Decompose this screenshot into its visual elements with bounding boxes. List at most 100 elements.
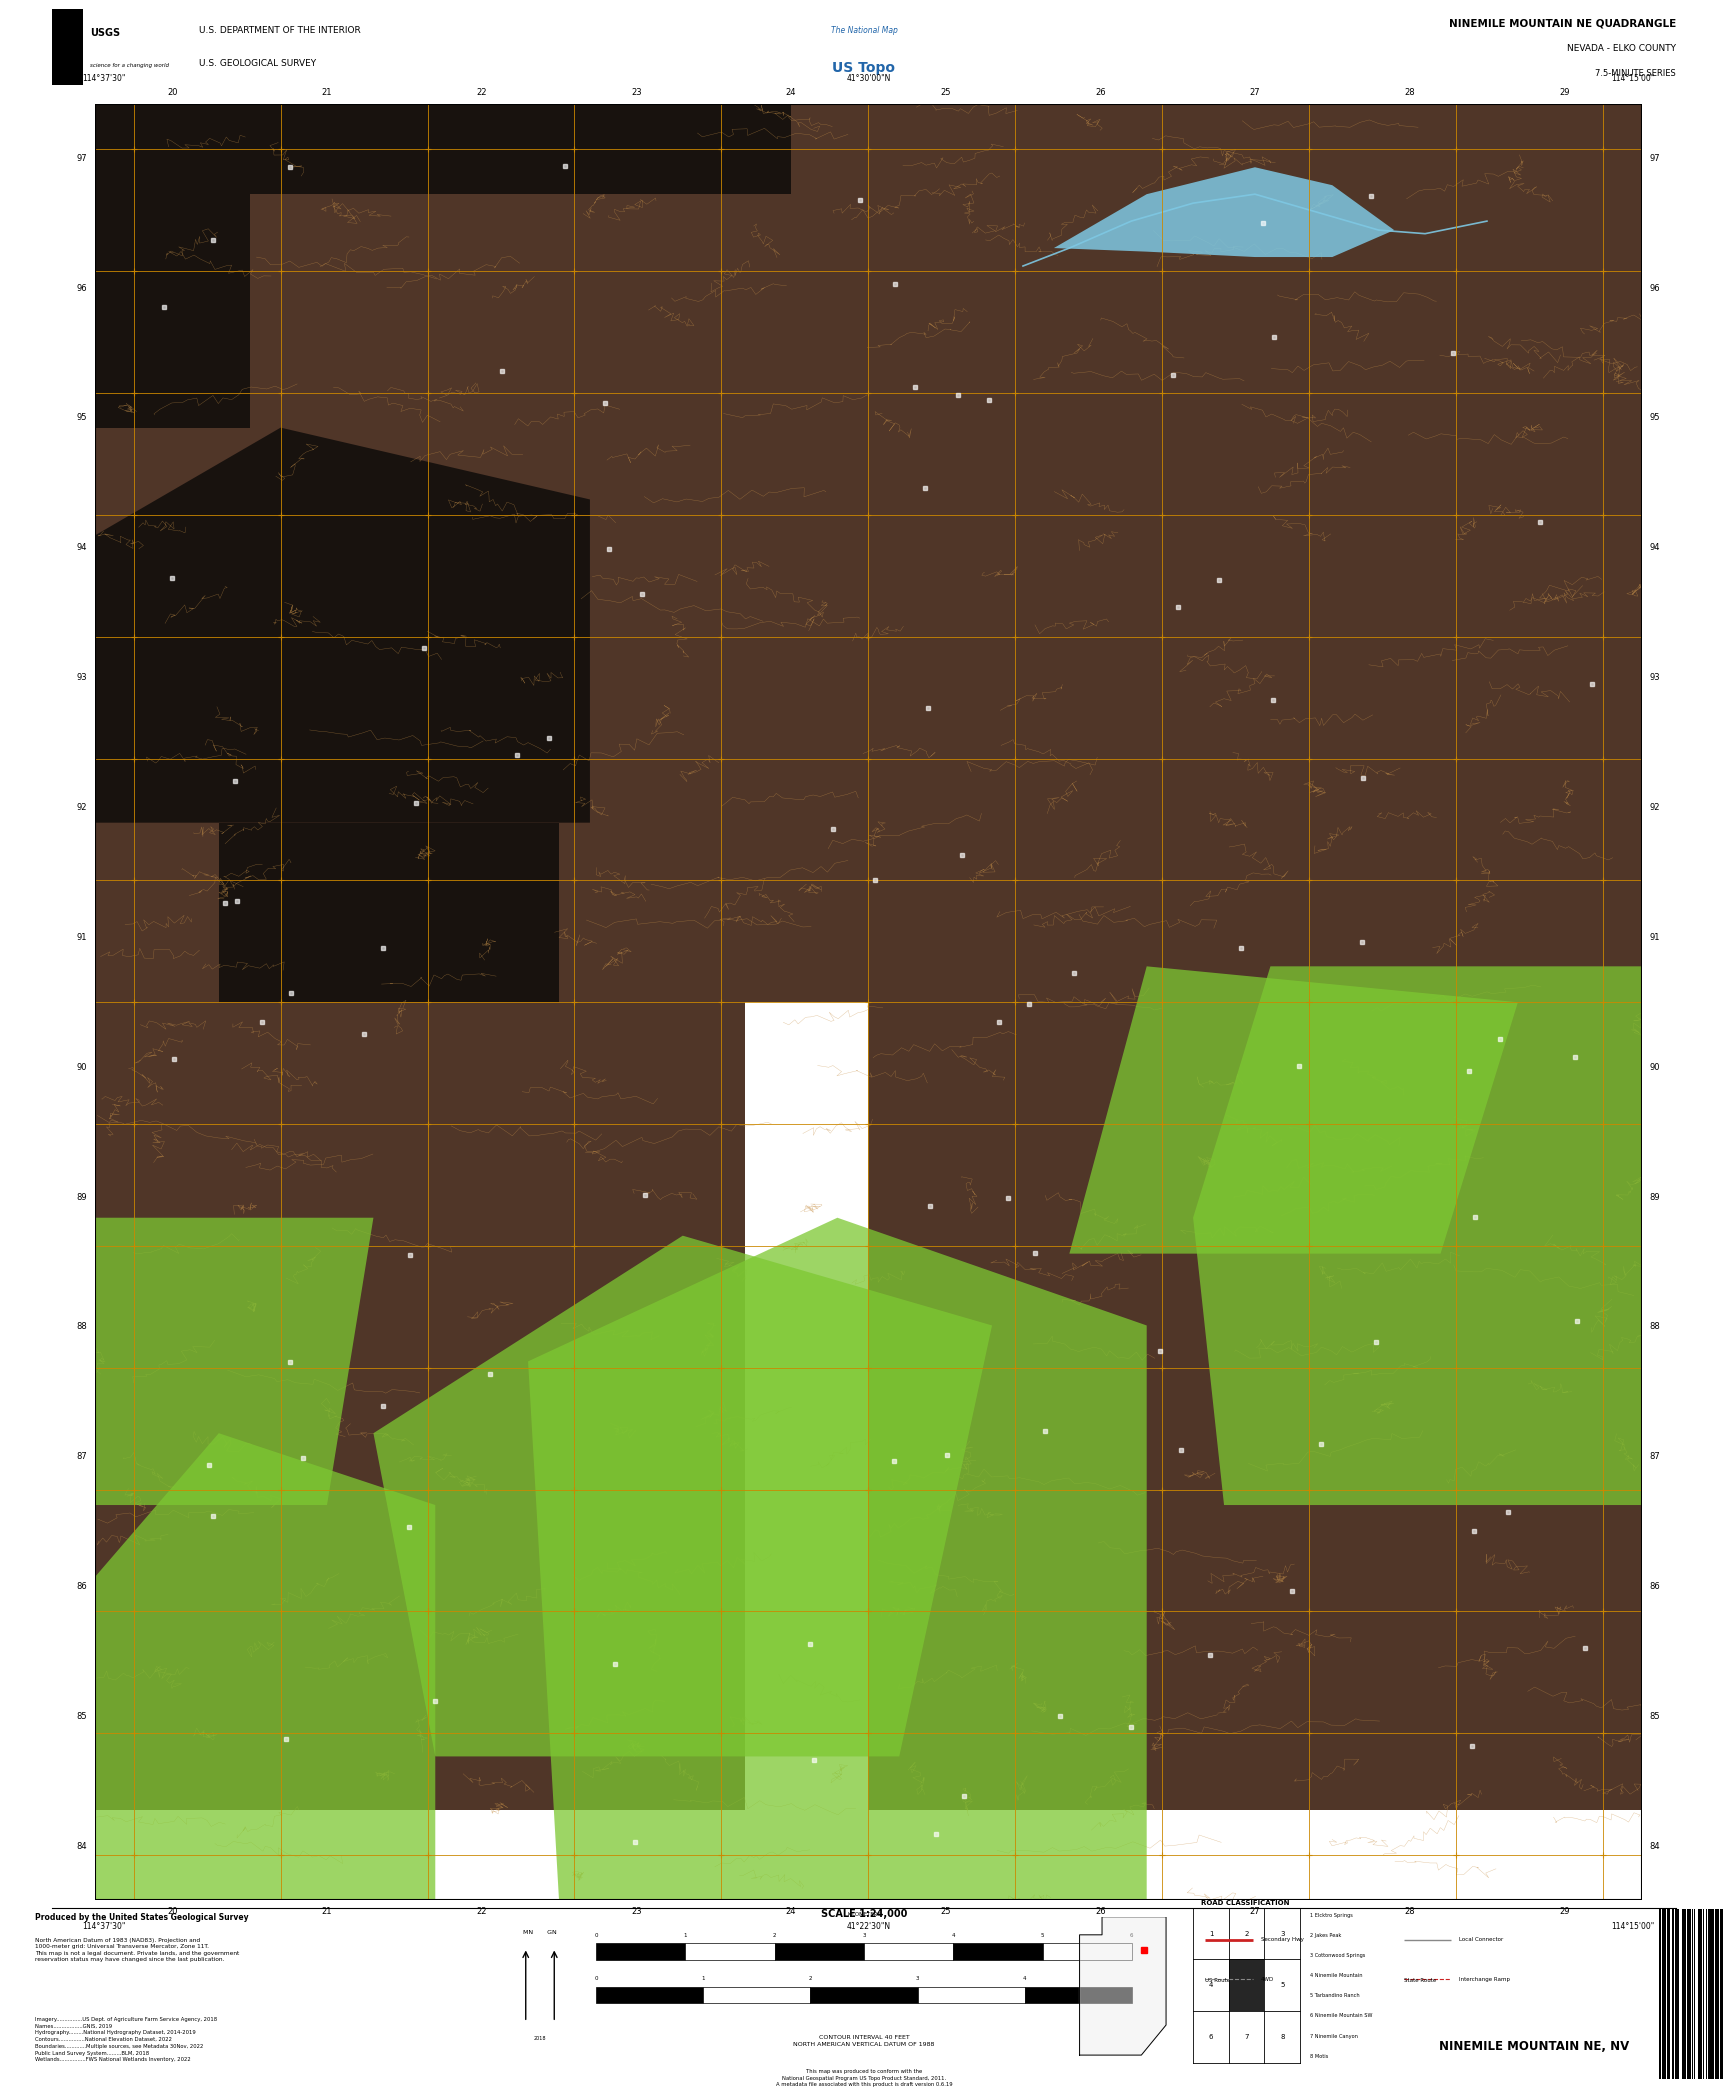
Bar (686, 1944, 774, 1961)
Polygon shape (95, 1002, 745, 1810)
Bar (1042, 1944, 1132, 1961)
Text: 87: 87 (76, 1451, 88, 1462)
Text: 114°37'30": 114°37'30" (83, 1921, 126, 1931)
Text: 88: 88 (1649, 1322, 1661, 1332)
Text: U.S. GEOLOGICAL SURVEY: U.S. GEOLOGICAL SURVEY (199, 58, 316, 69)
Text: 0: 0 (594, 1933, 598, 1938)
Text: USGS: USGS (90, 27, 119, 38)
Text: MN       GN: MN GN (524, 1929, 556, 1936)
Text: 1 Elcktro Springs: 1 Elcktro Springs (1310, 1913, 1353, 1919)
Text: 92: 92 (76, 804, 88, 812)
Bar (810, 1986, 918, 2004)
Text: 2: 2 (1244, 1931, 1249, 1938)
Text: The National Map: The National Map (831, 25, 897, 35)
Text: 92: 92 (1649, 804, 1661, 812)
Polygon shape (95, 194, 251, 428)
Bar (1687, 1908, 1692, 2080)
Bar (1229, 1959, 1265, 2011)
Text: 25: 25 (940, 88, 950, 98)
Text: State Route: State Route (1403, 1977, 1436, 1984)
Text: 85: 85 (76, 1712, 88, 1721)
Text: Produced by the United States Geological Survey: Produced by the United States Geological… (35, 1913, 249, 1923)
Bar (596, 1986, 703, 2004)
Text: This map was produced to conform with the
National Geospatial Program US Topo Pr: This map was produced to conform with th… (776, 2069, 952, 2088)
Text: 25: 25 (940, 1906, 950, 1917)
Text: 84: 84 (76, 1842, 88, 1850)
Text: North American Datum of 1983 (NAD83). Projection and
1000-meter grid: Universal : North American Datum of 1983 (NAD83). Pr… (35, 1938, 238, 1963)
Text: U.S. DEPARTMENT OF THE INTERIOR: U.S. DEPARTMENT OF THE INTERIOR (199, 25, 361, 35)
Text: 89: 89 (1649, 1192, 1661, 1201)
Bar (1711, 1908, 1714, 2080)
Text: 93: 93 (76, 672, 88, 683)
Bar (1025, 1986, 1132, 2004)
Text: 93: 93 (1649, 672, 1661, 683)
Text: 4 Ninemile Mountain: 4 Ninemile Mountain (1310, 1973, 1362, 1979)
Text: ROAD CLASSIFICATION: ROAD CLASSIFICATION (1201, 1900, 1289, 1906)
Polygon shape (95, 428, 589, 823)
Text: 91: 91 (1649, 933, 1661, 942)
Text: 4WD: 4WD (1260, 1977, 1274, 1982)
Text: Secondary Hwy: Secondary Hwy (1260, 1938, 1303, 1942)
Text: 28: 28 (1405, 88, 1415, 98)
Polygon shape (95, 1432, 435, 1900)
Text: 5 Tarbandino Ranch: 5 Tarbandino Ranch (1310, 1994, 1360, 1998)
Text: 96: 96 (1649, 284, 1661, 292)
Polygon shape (1054, 167, 1394, 257)
Bar (774, 1944, 864, 1961)
Bar (1719, 1908, 1723, 2080)
Text: 114°15'00": 114°15'00" (1610, 1921, 1654, 1931)
Text: 88: 88 (76, 1322, 88, 1332)
Text: 4: 4 (952, 1933, 956, 1938)
Text: 2 Jakes Peak: 2 Jakes Peak (1310, 1933, 1341, 1938)
Text: 21: 21 (321, 1906, 332, 1917)
Text: 1: 1 (684, 1933, 688, 1938)
Text: 6: 6 (1130, 1933, 1134, 1938)
Bar (918, 1986, 1025, 2004)
Bar (1714, 1908, 1719, 2080)
Bar (954, 1944, 1042, 1961)
Text: 3: 3 (1280, 1931, 1284, 1938)
Text: SCALE 1:24,000: SCALE 1:24,000 (821, 1908, 907, 1919)
Text: 90: 90 (76, 1063, 88, 1071)
Text: Local Connector: Local Connector (1458, 1938, 1503, 1942)
Text: 24: 24 (786, 88, 797, 98)
Text: 5: 5 (1280, 1982, 1284, 1988)
Text: 8: 8 (1280, 2034, 1284, 2040)
Bar (596, 1944, 686, 1961)
Text: 3: 3 (862, 1933, 866, 1938)
Text: 2018: 2018 (534, 2036, 546, 2040)
Polygon shape (1070, 967, 1517, 1253)
Text: 95: 95 (1649, 413, 1661, 422)
Text: 20: 20 (168, 88, 178, 98)
Text: NINEMILE MOUNTAIN NE, NV: NINEMILE MOUNTAIN NE, NV (1439, 2040, 1630, 2053)
Text: 6 Ninemile Mountain SW: 6 Ninemile Mountain SW (1310, 2013, 1372, 2019)
Text: 20: 20 (168, 1906, 178, 1917)
Text: 8 Motis: 8 Motis (1310, 2053, 1329, 2059)
Text: US Topo: US Topo (833, 61, 895, 75)
Text: 1: 1 (1210, 1931, 1213, 1938)
Text: 23: 23 (631, 1906, 641, 1917)
Text: 91: 91 (76, 933, 88, 942)
Text: 29: 29 (1559, 88, 1569, 98)
Text: science for a changing world: science for a changing world (90, 63, 169, 69)
Text: 7 Ninemile Canyon: 7 Ninemile Canyon (1310, 2034, 1358, 2038)
Text: 27: 27 (1249, 88, 1260, 98)
Bar (1662, 1908, 1666, 2080)
Text: 4: 4 (1023, 1975, 1026, 1982)
Text: 7: 7 (1244, 2034, 1249, 2040)
Text: 26: 26 (1096, 1906, 1106, 1917)
Bar (1674, 1908, 1680, 2080)
Polygon shape (95, 1217, 373, 1505)
Text: 3 Cottonwood Springs: 3 Cottonwood Springs (1310, 1954, 1365, 1959)
Text: 85: 85 (1649, 1712, 1661, 1721)
Text: Imagery................US Dept. of Agriculture Farm Service Agency, 2018
Names..: Imagery................US Dept. of Agric… (35, 2017, 216, 2063)
Text: 28: 28 (1405, 1906, 1415, 1917)
Bar (1668, 1908, 1669, 2080)
Text: CONTOUR INTERVAL 40 FEET
NORTH AMERICAN VERTICAL DATUM OF 1988: CONTOUR INTERVAL 40 FEET NORTH AMERICAN … (793, 2036, 935, 2048)
Bar (703, 1986, 810, 2004)
Text: 84: 84 (1649, 1842, 1661, 1850)
Polygon shape (219, 823, 560, 1002)
Text: 95: 95 (76, 413, 88, 422)
Text: 27: 27 (1249, 1906, 1260, 1917)
Text: US Route: US Route (1204, 1977, 1230, 1984)
